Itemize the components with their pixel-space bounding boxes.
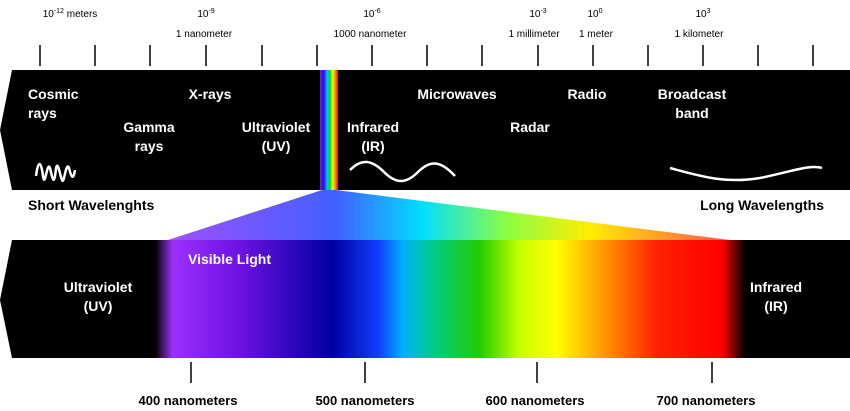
- band-label: Infrared (IR): [750, 279, 802, 314]
- nm-label: 600 nanometers: [486, 393, 585, 408]
- scale-label: 10-12 meters: [43, 8, 98, 20]
- scale-power: 103: [695, 8, 710, 20]
- band-label: Microwaves: [417, 86, 497, 102]
- wave-icon: [34, 162, 77, 183]
- band-label: Ultraviolet (UV): [64, 279, 133, 314]
- scale-label: 1 millimeter: [508, 29, 560, 40]
- scale-ticks: [39, 45, 814, 66]
- short-label: Short Wavelenghts: [28, 197, 154, 213]
- band-label: X-rays: [189, 86, 232, 102]
- scale-label: 1 kilometer: [675, 29, 725, 40]
- band-label: Radio: [568, 86, 607, 102]
- scale-label: 1 meter: [579, 29, 614, 40]
- scale-label: 1 nanometer: [176, 29, 233, 40]
- band-label: Radar: [510, 119, 550, 135]
- visible-gradient: [155, 240, 745, 358]
- nm-label: 400 nanometers: [139, 393, 238, 408]
- spectrum-band: [0, 70, 850, 190]
- band-label: Gamma rays: [123, 119, 175, 154]
- visible-strip: [320, 70, 338, 190]
- wave-icon: [349, 160, 456, 183]
- scale-label: 1000 nanometer: [334, 29, 408, 40]
- scale-power: 10-6: [363, 8, 380, 20]
- band-label: Ultraviolet (UV): [242, 119, 311, 154]
- nm-label: 700 nanometers: [657, 393, 756, 408]
- scale-power: 10-9: [197, 8, 214, 20]
- nm-ticks: [190, 362, 713, 383]
- scale-power: 10-3: [529, 8, 546, 20]
- band-label: Infrared (IR): [347, 119, 399, 154]
- nm-label: 500 nanometers: [316, 393, 415, 408]
- long-label: Long Wavelengths: [700, 197, 824, 213]
- dispersion-fan: [168, 190, 730, 240]
- band-label: Broadcast band: [658, 86, 727, 121]
- wave-icon: [669, 165, 823, 182]
- visible-title: Visible Light: [188, 251, 271, 267]
- scale-power: 100: [587, 8, 602, 20]
- band-label: Cosmic rays: [28, 86, 79, 121]
